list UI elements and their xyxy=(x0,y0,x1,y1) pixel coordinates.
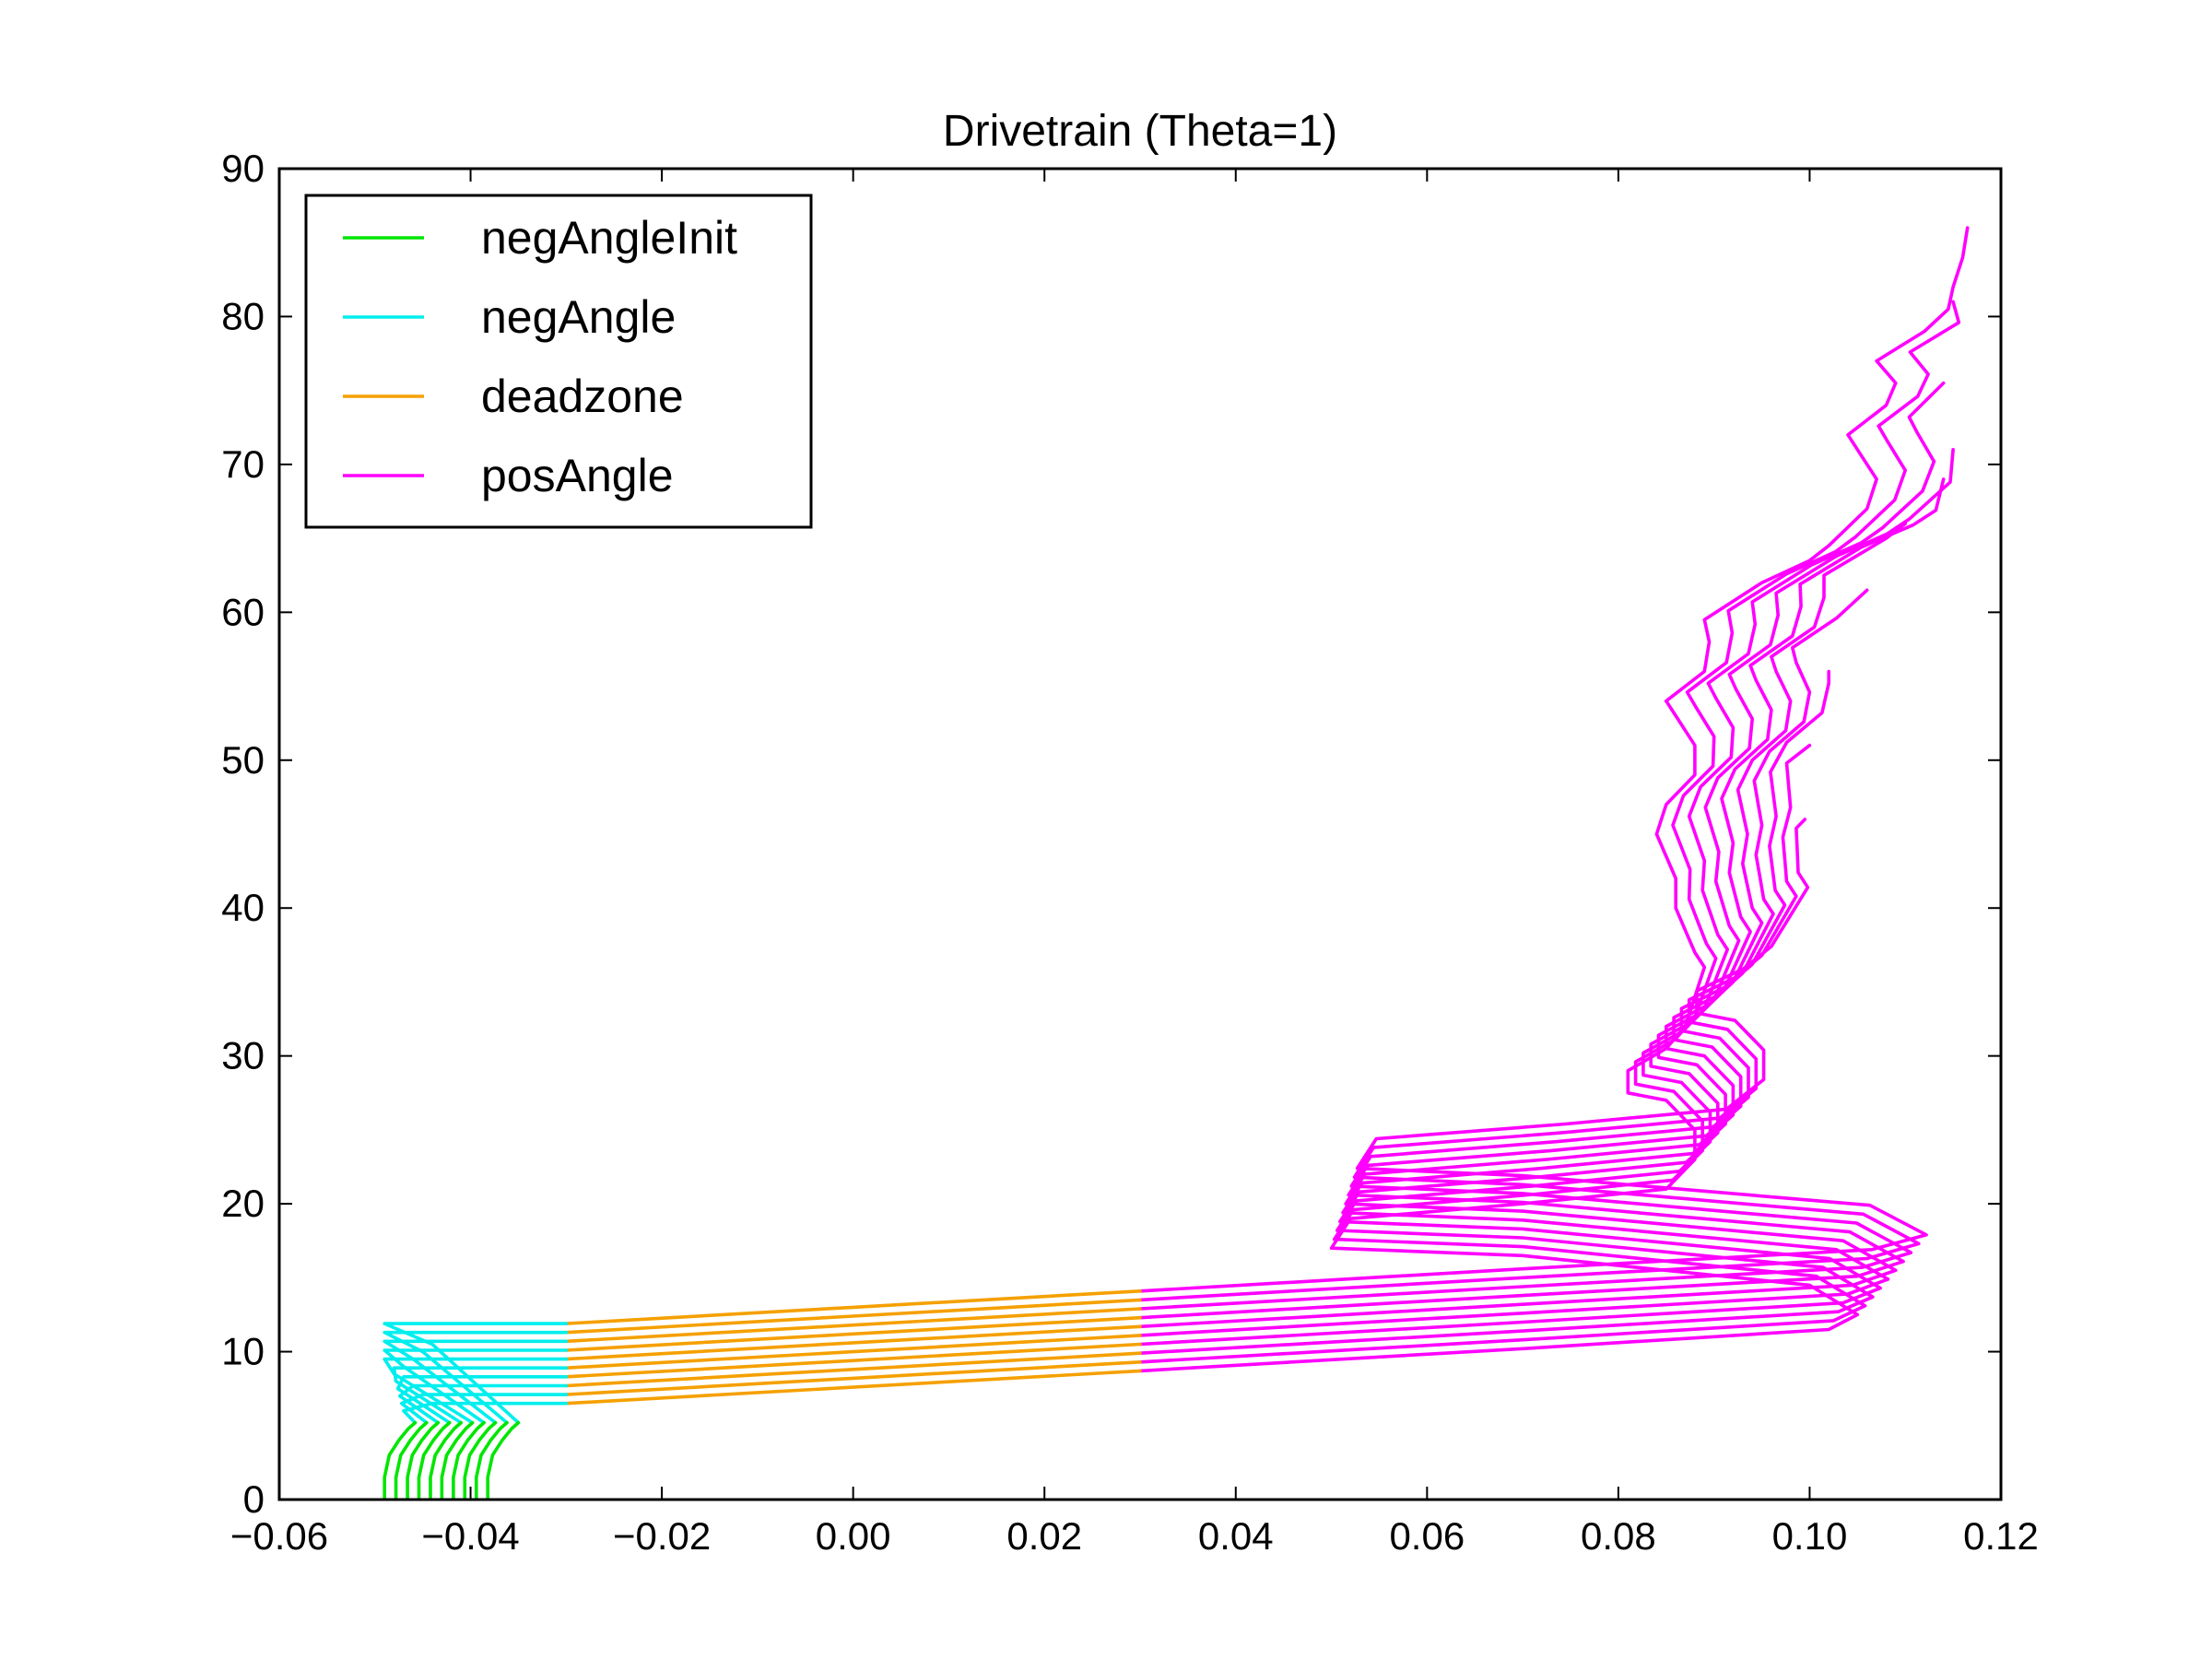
deadzone-line-2 xyxy=(564,1351,1142,1388)
x-tick-label: 0.10 xyxy=(1772,1514,1848,1558)
legend-label-negAngleInit: negAngleInit xyxy=(481,212,737,264)
y-tick-label: 90 xyxy=(221,147,265,190)
negAngleInit-line-8 xyxy=(475,1420,509,1500)
negAngle-line-2 xyxy=(398,1383,569,1425)
negAngleInit-line-1 xyxy=(394,1420,429,1500)
posAngle-line-3 xyxy=(1138,448,1955,1347)
negAngle-line-5 xyxy=(382,1357,569,1425)
legend-box xyxy=(304,194,813,529)
x-tick-label: 0.12 xyxy=(1963,1514,2039,1558)
posAngle-line-7 xyxy=(1138,669,1913,1311)
legend-label-deadzone: deadzone xyxy=(481,371,684,422)
y-tick-label: 10 xyxy=(221,1330,265,1373)
posAngle-line-1 xyxy=(1138,300,1961,1364)
posAngle-line-0 xyxy=(1138,226,1970,1373)
ticks-layer: −0.06 −0.04 −0.02 0.00 0.02 0.04 0.06 0.08 0.10 0… xyxy=(221,147,2039,1558)
posAngle-line-2 xyxy=(1138,381,1946,1355)
legend-label-posAngle: posAngle xyxy=(481,450,674,501)
negAngle-line-6 xyxy=(382,1348,569,1425)
negAngleInit-line-2 xyxy=(406,1420,441,1500)
posAngle-line-8 xyxy=(1138,743,1921,1302)
legend-label-negAngle: negAngle xyxy=(481,291,676,343)
deadzone-line-6 xyxy=(564,1315,1142,1352)
x-tick-label: −0.04 xyxy=(421,1514,519,1558)
negAngleInit-line-4 xyxy=(429,1420,463,1500)
negAngle-line-8 xyxy=(382,1330,569,1425)
deadzone-line-8 xyxy=(564,1298,1142,1335)
chart-title: Drivetrain (Theta=1) xyxy=(943,107,1337,156)
negAngle-line-9 xyxy=(382,1322,569,1425)
y-tick-label: 40 xyxy=(221,886,265,929)
deadzone-line-0 xyxy=(564,1369,1142,1406)
x-tick-label: −0.06 xyxy=(230,1514,328,1558)
negAngleInit-line-0 xyxy=(382,1420,418,1500)
x-tick-label: 0.02 xyxy=(1006,1514,1082,1558)
y-tick-label: 80 xyxy=(221,294,265,337)
deadzone-line-4 xyxy=(564,1334,1142,1370)
y-tick-label: 60 xyxy=(221,590,265,633)
posAngle-line-5 xyxy=(1138,522,1907,1329)
legend: negAngleInit negAngle deadzone posAngle xyxy=(304,194,813,529)
x-tick-label: 0.04 xyxy=(1198,1514,1274,1558)
negAngleInit-line-7 xyxy=(463,1420,498,1500)
posAngle-line-4 xyxy=(1138,477,1946,1337)
deadzone-line-3 xyxy=(564,1342,1142,1379)
negAngle-line-7 xyxy=(382,1339,569,1425)
negAngleInit-line-6 xyxy=(452,1420,486,1500)
y-tick-label: 0 xyxy=(243,1477,265,1521)
plot-frame xyxy=(277,167,2003,1501)
series-layer xyxy=(382,226,1970,1500)
deadzone-line-7 xyxy=(564,1307,1142,1344)
negAngleInit-line-5 xyxy=(440,1420,475,1500)
y-tick-label: 20 xyxy=(221,1182,265,1225)
negAngleInit-line-9 xyxy=(486,1420,521,1500)
deadzone-line-1 xyxy=(564,1360,1142,1396)
y-tick-label: 70 xyxy=(221,442,265,486)
deadzone-line-9 xyxy=(564,1289,1142,1325)
x-tick-label: 0.06 xyxy=(1389,1514,1465,1558)
y-tick-label: 50 xyxy=(221,738,265,782)
posAngle-line-9 xyxy=(1138,818,1928,1293)
x-tick-label: 0.00 xyxy=(816,1514,891,1558)
y-tick-label: 30 xyxy=(221,1034,265,1077)
x-tick-label: 0.08 xyxy=(1581,1514,1656,1558)
deadzone-line-5 xyxy=(564,1324,1142,1361)
negAngleInit-line-3 xyxy=(417,1420,452,1500)
x-tick-label: −0.02 xyxy=(613,1514,711,1558)
